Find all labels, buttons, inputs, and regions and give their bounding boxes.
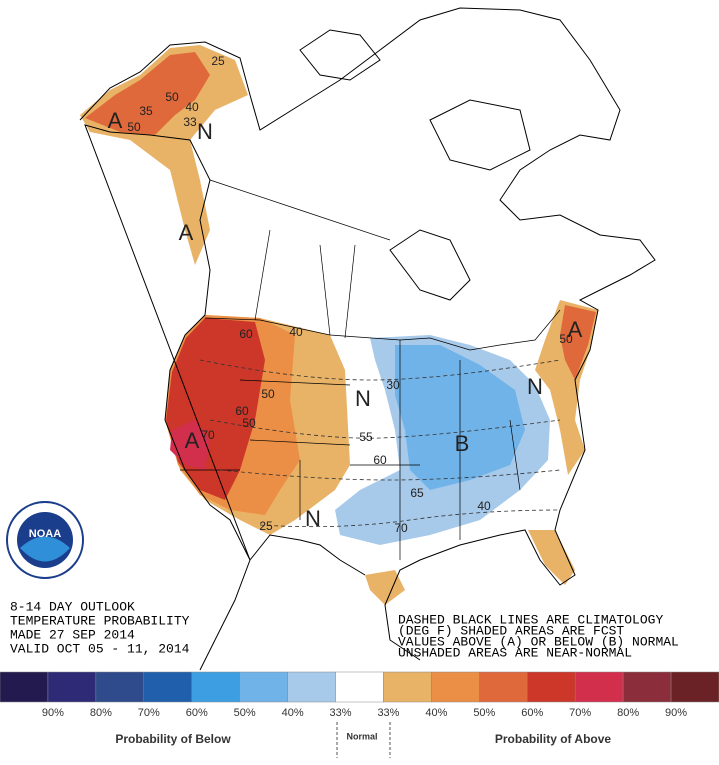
contour-label: 33	[183, 115, 197, 129]
legend-swatch	[622, 671, 672, 703]
title-line: TEMPERATURE PROBABILITY	[10, 613, 190, 628]
contour-label: 50	[127, 120, 141, 134]
legend-label: 80%	[90, 707, 112, 719]
legend-label: 60%	[186, 707, 208, 719]
contour-label: 50	[559, 332, 573, 346]
category-label: A	[108, 108, 123, 133]
legend-swatch	[95, 671, 145, 703]
legend-swatch	[0, 671, 49, 703]
alaska-above-50	[85, 52, 210, 135]
contour-label: 70	[394, 521, 408, 535]
legend-label: 40%	[282, 707, 304, 719]
contour-label: 50	[261, 387, 275, 401]
legend-above-title: Probability of Above	[495, 732, 612, 746]
category-label: B	[455, 431, 470, 456]
category-label: N	[305, 506, 321, 531]
legend-swatch	[287, 671, 336, 703]
note-line: (DEG F) SHADED AREAS ARE FCST	[398, 623, 624, 638]
notes-block: DASHED BLACK LINES ARE CLIMATOLOGY (DEG …	[398, 612, 679, 660]
legend-swatch	[335, 671, 384, 703]
legend-swatch	[670, 671, 719, 703]
legend: Probability of Below Normal Probability …	[0, 671, 719, 758]
noaa-logo: NOAA	[6, 501, 84, 579]
category-label: N	[355, 386, 371, 411]
legend-swatch	[527, 671, 576, 703]
contour-label: 60	[239, 327, 253, 341]
contour-label: 50	[242, 416, 256, 430]
shaded-areas	[80, 45, 598, 605]
legend-below-title: Probability of Below	[115, 732, 231, 746]
logo-wave	[20, 536, 70, 562]
contour-label: 25	[259, 519, 273, 533]
contour-label: 35	[139, 104, 153, 118]
category-label: N	[197, 119, 213, 144]
legend-swatch	[191, 671, 240, 703]
category-label: A	[179, 220, 194, 245]
title-block: 8-14 DAY OUTLOOK TEMPERATURE PROBABILITY…	[10, 599, 190, 656]
legend-swatch	[431, 671, 480, 703]
category-label: N	[527, 374, 543, 399]
legend-label: 33%	[330, 707, 352, 719]
legend-swatch	[574, 671, 624, 703]
florida-above	[528, 530, 575, 585]
legend-label: 80%	[617, 707, 639, 719]
legend-swatch	[47, 671, 97, 703]
note-line: UNSHADED AREAS ARE NEAR-NORMAL	[398, 645, 632, 660]
contour-label: 40	[477, 499, 491, 513]
map-labels: 25 50 40 35 33 50 A N A 60 40 50 60 50 A…	[108, 54, 583, 535]
legend-label: 70%	[569, 707, 591, 719]
category-label: A	[185, 428, 200, 453]
contour-label: 50	[165, 90, 179, 104]
legend-label: 90%	[42, 707, 64, 719]
borders	[180, 179, 561, 560]
texas-coast-above	[365, 570, 405, 605]
contour-label: 60	[373, 453, 387, 467]
legend-swatch	[383, 671, 432, 703]
legend-label: 33%	[377, 707, 399, 719]
contour-label: 60	[235, 404, 249, 418]
title-line: VALID OCT 05 - 11, 2014	[10, 641, 190, 656]
contour-label: 40	[289, 325, 303, 339]
legend-label: 90%	[665, 707, 687, 719]
climatology-lines	[199, 359, 561, 528]
legend-label: 60%	[521, 707, 543, 719]
title-line: 8-14 DAY OUTLOOK	[10, 599, 135, 614]
legend-swatch	[143, 671, 192, 703]
contour-label: 40	[185, 100, 199, 114]
title-line: MADE 27 SEP 2014	[10, 627, 135, 642]
logo-text: NOAA	[29, 528, 61, 540]
legend-label: 50%	[473, 707, 495, 719]
note-line: VALUES ABOVE (A) OR BELOW (B) NORMAL	[398, 634, 679, 649]
contour-label: 70	[201, 428, 215, 442]
contour-label: 65	[410, 486, 424, 500]
coast-above-50	[560, 305, 596, 380]
legend-swatch	[239, 671, 288, 703]
contour-label: 30	[386, 378, 400, 392]
contour-label: 25	[211, 54, 225, 68]
category-label: A	[568, 317, 583, 342]
contour-label: 55	[359, 430, 373, 444]
note-line: DASHED BLACK LINES ARE CLIMATOLOGY	[398, 612, 663, 627]
legend-normal-title: Normal	[346, 731, 377, 741]
legend-label: 50%	[234, 707, 256, 719]
coastlines	[79, 7, 656, 671]
legend-swatch	[479, 671, 528, 703]
legend-label: 40%	[425, 707, 447, 719]
legend-label: 70%	[138, 707, 160, 719]
